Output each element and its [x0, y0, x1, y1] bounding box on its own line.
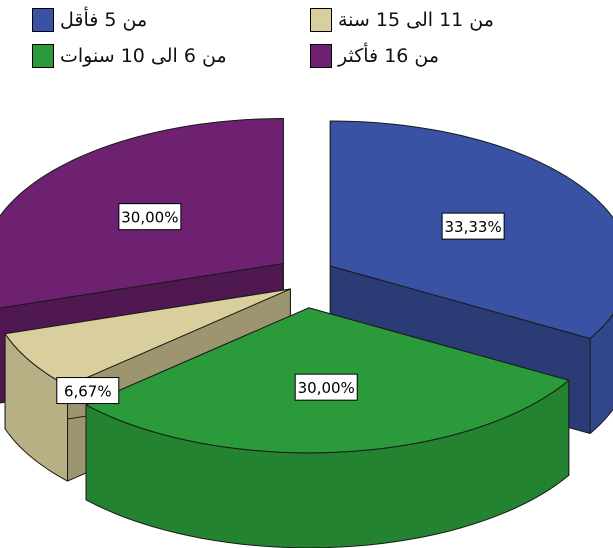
legend-swatch	[32, 8, 54, 32]
svg-text:30,00%: 30,00%	[298, 379, 355, 397]
legend-label: من 5 فأقل	[60, 9, 148, 31]
legend-item-6-to-10: من 6 الى 10 سنوات	[32, 41, 227, 71]
legend-swatch	[32, 44, 54, 68]
data-label-11-to-15: 6,67%	[56, 377, 120, 405]
legend-item-16-plus: من 16 فأكثر	[310, 41, 439, 71]
legend-swatch	[310, 44, 332, 68]
svg-text:6,67%: 6,67%	[64, 383, 112, 401]
legend-item-11-to-15: من 11 الى 15 سنة	[310, 5, 494, 35]
legend-label: من 6 الى 10 سنوات	[60, 45, 227, 67]
data-label-up-to-5: 33,33%	[441, 212, 505, 240]
svg-text:33,33%: 33,33%	[445, 218, 502, 236]
data-label-16-plus: 30,00%	[118, 203, 182, 231]
pie-slice-11-to-15	[4, 288, 291, 387]
legend-label: من 11 الى 15 سنة	[338, 9, 494, 31]
data-label-6-to-10: 30,00%	[294, 373, 358, 401]
legend: من 5 فأقل من 11 الى 15 سنة من 6 الى 10 س…	[0, 0, 613, 80]
svg-text:30,00%: 30,00%	[121, 209, 178, 227]
legend-swatch	[310, 8, 332, 32]
legend-label: من 16 فأكثر	[338, 45, 440, 67]
legend-item-up-to-5: من 5 فأقل	[32, 5, 147, 35]
